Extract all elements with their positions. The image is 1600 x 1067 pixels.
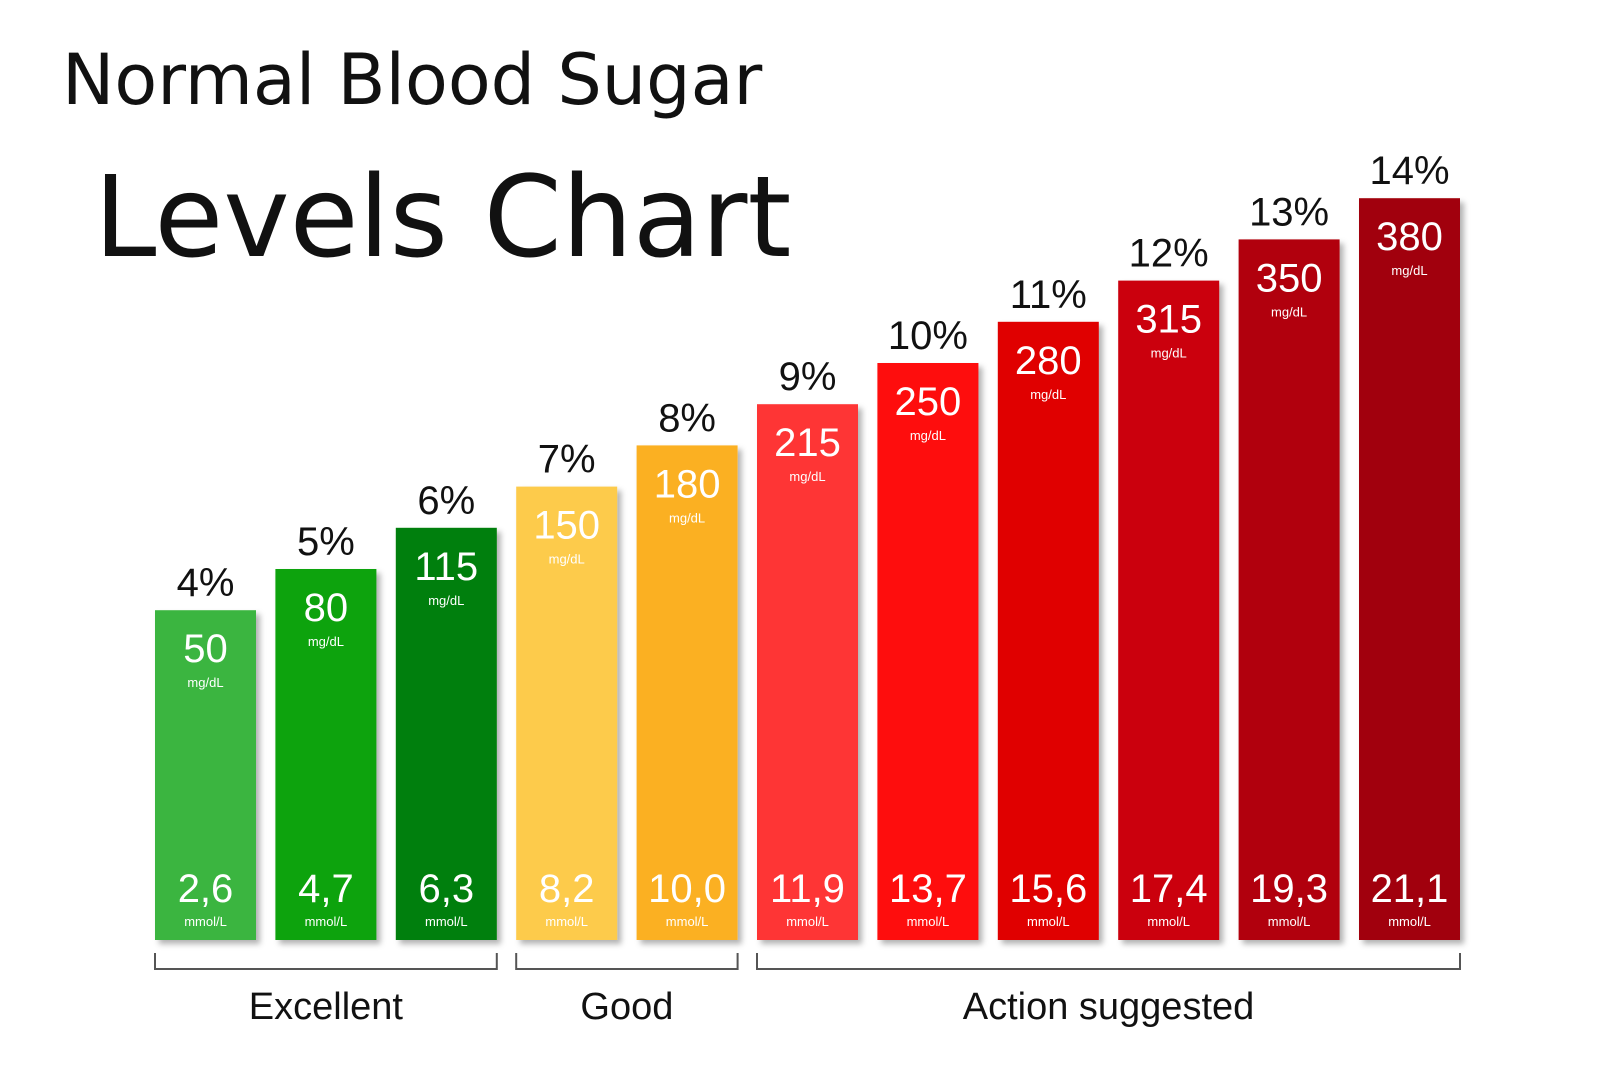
bar	[1359, 198, 1460, 940]
mgdl-label: 280	[1015, 339, 1082, 383]
group-label: Excellent	[249, 986, 404, 1028]
mgdl-label: 80	[304, 586, 349, 630]
mmol-unit: mmol/L	[545, 914, 588, 929]
mmol-label: 11,9	[770, 867, 845, 911]
chart-subtitle: Levels Chart	[94, 153, 791, 283]
mmol-label: 19,3	[1250, 867, 1328, 911]
percent-label: 4%	[177, 561, 235, 605]
mgdl-label: 150	[533, 504, 600, 548]
mmol-unit: mmol/L	[1147, 914, 1190, 929]
mmol-label: 8,2	[539, 867, 595, 911]
percent-label: 10%	[888, 314, 968, 358]
mgdl-label: 350	[1256, 256, 1323, 300]
percent-label: 6%	[417, 479, 475, 523]
mgdl-unit: mg/dL	[789, 469, 825, 484]
mmol-unit: mmol/L	[1027, 914, 1070, 929]
mgdl-label: 250	[895, 380, 962, 424]
percent-label: 11%	[1010, 273, 1087, 317]
percent-label: 14%	[1369, 149, 1449, 193]
mgdl-label: 380	[1376, 215, 1443, 259]
mmol-label: 10,0	[648, 867, 726, 911]
bar	[757, 404, 858, 940]
mmol-unit: mmol/L	[786, 914, 829, 929]
bar	[1118, 280, 1220, 941]
group-bracket	[515, 953, 739, 970]
mgdl-label: 215	[774, 421, 841, 465]
group-bracket	[154, 953, 498, 970]
mgdl-label: 50	[183, 627, 228, 671]
mmol-unit: mmol/L	[184, 914, 227, 929]
mgdl-unit: mg/dL	[1030, 387, 1066, 402]
bar	[1238, 239, 1340, 940]
mmol-label: 4,7	[298, 867, 354, 911]
group-label: Action suggested	[963, 986, 1255, 1028]
mmol-unit: mmol/L	[1388, 914, 1431, 929]
bar	[997, 321, 1099, 940]
group-bracket	[756, 953, 1461, 970]
percent-label: 12%	[1129, 232, 1209, 276]
bar	[395, 527, 497, 940]
percent-label: 13%	[1249, 190, 1329, 234]
mmol-unit: mmol/L	[1268, 914, 1311, 929]
mgdl-unit: mg/dL	[1271, 304, 1307, 319]
mgdl-unit: mg/dL	[187, 675, 223, 690]
mmol-label: 13,7	[889, 867, 967, 911]
mmol-unit: mmol/L	[907, 914, 950, 929]
mmol-unit: mmol/L	[425, 914, 468, 929]
bar	[636, 445, 738, 940]
mgdl-unit: mg/dL	[910, 428, 946, 443]
percent-label: 9%	[779, 355, 837, 399]
mmol-label: 2,6	[178, 867, 234, 911]
bar	[275, 569, 377, 940]
group-label: Good	[580, 986, 673, 1028]
percent-label: 7%	[538, 438, 596, 482]
bar	[155, 610, 256, 940]
mmol-label: 21,1	[1371, 867, 1449, 911]
mmol-label: 17,4	[1130, 867, 1208, 911]
mgdl-unit: mg/dL	[1151, 346, 1187, 361]
mmol-label: 6,3	[418, 867, 474, 911]
percent-label: 5%	[297, 520, 355, 564]
mgdl-unit: mg/dL	[428, 593, 464, 608]
mgdl-unit: mg/dL	[549, 552, 585, 567]
mgdl-unit: mg/dL	[308, 634, 344, 649]
bar	[516, 486, 618, 940]
chart-title: Normal Blood Sugar	[62, 39, 762, 121]
mmol-unit: mmol/L	[305, 914, 348, 929]
mmol-unit: mmol/L	[666, 914, 709, 929]
mgdl-unit: mg/dL	[669, 510, 705, 525]
mmol-label: 15,6	[1009, 867, 1087, 911]
percent-label: 8%	[658, 396, 716, 440]
mgdl-label: 180	[654, 462, 721, 506]
mgdl-unit: mg/dL	[1391, 263, 1427, 278]
mgdl-label: 315	[1135, 298, 1202, 342]
mgdl-label: 115	[414, 545, 478, 589]
bar	[877, 363, 979, 940]
